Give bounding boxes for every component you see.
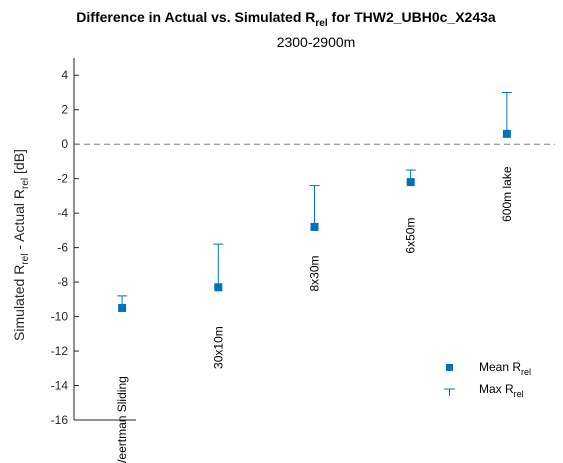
y-tick-label: -10	[51, 310, 69, 324]
y-tick-label: -8	[57, 275, 68, 289]
chart-title: Difference in Actual vs. Simulated Rrel …	[76, 9, 496, 29]
y-tick-label: -12	[51, 344, 69, 358]
y-tick-label: 4	[61, 68, 68, 82]
y-tick-label: 2	[61, 103, 68, 117]
category-annotations: Weertman Sliding 30x10m 8x30m 6x50m 600m lak…	[115, 166, 514, 463]
legend-mean-marker	[446, 364, 453, 371]
mean-marker	[502, 129, 511, 138]
mean-marker	[118, 303, 127, 312]
legend-mean-label: Mean Rrel	[479, 360, 531, 377]
y-tick-label: 0	[61, 137, 68, 151]
data-marks	[117, 91, 512, 312]
category-annotation: Weertman Sliding	[115, 376, 129, 463]
category-annotation: 8x30m	[308, 255, 322, 291]
chart-subtitle: 2300-2900m	[277, 34, 356, 50]
legend-max-label: Max Rrel	[479, 382, 524, 399]
mean-marker	[214, 283, 223, 292]
axes: -16 -14 -12 -10 -8 -6 -4 -2 0 2 4	[51, 58, 136, 427]
y-tick-label: -4	[57, 206, 68, 220]
y-tick-label: -16	[51, 413, 69, 427]
legend: Mean Rrel Max Rrel	[444, 360, 531, 399]
y-axis-label: Simulated Rrel - Actual Rrel [dB]	[11, 149, 31, 341]
category-annotation: 600m lake	[500, 166, 514, 222]
mean-marker	[310, 222, 319, 231]
legend-max-marker	[444, 388, 455, 396]
category-annotation: 30x10m	[211, 326, 225, 369]
y-tick-label: -14	[51, 379, 69, 393]
y-tick-label: -2	[57, 172, 68, 186]
mean-marker	[406, 178, 415, 187]
category-annotation: 6x50m	[404, 218, 418, 254]
y-tick-label: -6	[57, 241, 68, 255]
